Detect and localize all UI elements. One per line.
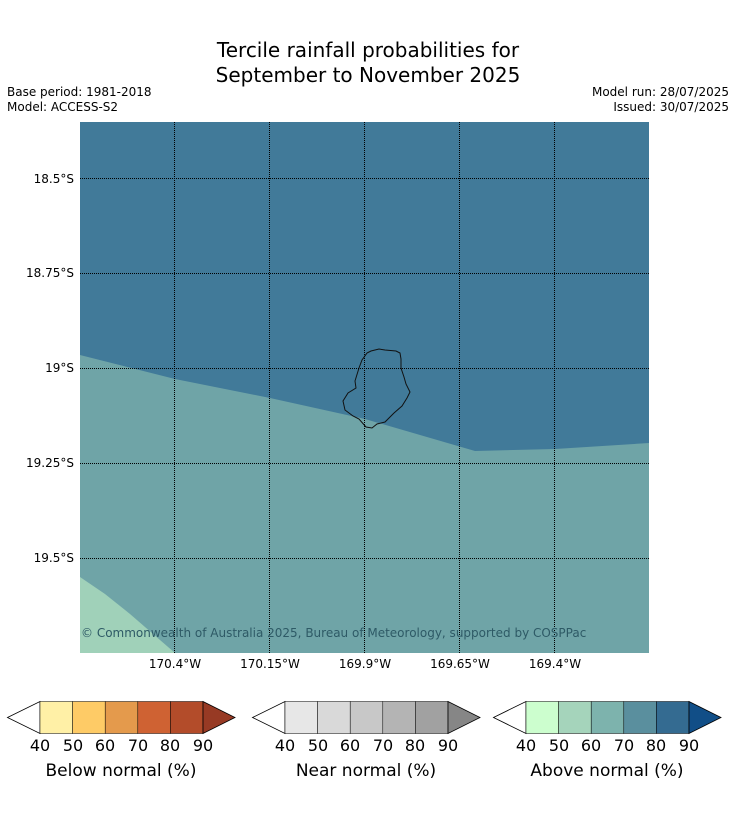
colorbar-high-extend <box>202 700 236 735</box>
colorbar-title: Near normal (%) <box>295 761 437 781</box>
colorbar-swatch <box>525 701 559 734</box>
colorbar-tick: 40 <box>274 736 296 755</box>
colorbar-swatch <box>382 701 416 734</box>
lon-label: 169.9°W <box>338 657 392 671</box>
meta-left: Base period: 1981-2018 Model: ACCESS-S2 <box>7 85 152 115</box>
colorbar-low-extend <box>251 700 286 735</box>
colorbar-tick: 60 <box>94 736 116 755</box>
colorbar-tick: 80 <box>159 736 181 755</box>
lat-label: 19.25°S <box>26 456 74 470</box>
lon-label: 169.4°W <box>528 657 582 671</box>
colorbar-swatch <box>349 701 384 734</box>
map-panel[interactable] <box>80 122 649 653</box>
region-above-normal-50-60 <box>80 577 175 653</box>
map-svg <box>80 122 649 653</box>
colorbar-low-extend <box>6 700 41 735</box>
base-period: Base period: 1981-2018 <box>7 85 152 99</box>
colorbar-low-extend <box>492 700 527 735</box>
colorbar-high-extend <box>688 700 722 735</box>
colorbar-swatch <box>623 701 657 734</box>
colorbar-svg <box>251 700 481 735</box>
colorbar-tick: 80 <box>404 736 426 755</box>
model-run: Model run: 28/07/2025 <box>591 85 729 99</box>
model-name: Model: ACCESS-S2 <box>7 100 119 114</box>
colorbar-tick: 90 <box>437 736 459 755</box>
colorbar-tick: 70 <box>127 736 149 755</box>
copyright-notice: © Commonwealth of Australia 2025, Bureau… <box>81 626 587 640</box>
niue-island-outline <box>342 348 411 429</box>
colorbar-tick: 60 <box>580 736 602 755</box>
colorbar-tick: 90 <box>192 736 214 755</box>
colorbar-tick: 70 <box>613 736 635 755</box>
lat-label: 18.5°S <box>33 172 74 186</box>
colorbar-swatch <box>284 701 318 734</box>
colorbar-tick: 90 <box>678 736 700 755</box>
colorbar-tick: 40 <box>515 736 537 755</box>
colorbar-tick: 80 <box>645 736 667 755</box>
colorbar-near-normal: 40 50 60 70 80 90 Near normal (%) <box>251 700 481 785</box>
lat-label: 19.5°S <box>33 551 74 565</box>
colorbar-swatch <box>170 701 204 734</box>
colorbar-above-normal: 40 50 60 70 80 90 Above normal (%) <box>492 700 722 785</box>
colorbar-svg <box>6 700 236 735</box>
meta-right: Model run: 28/07/2025 Issued: 30/07/2025 <box>592 85 729 115</box>
lat-label: 19°S <box>45 361 74 375</box>
colorbar-tick: 50 <box>307 736 329 755</box>
colorbar-swatch <box>39 701 73 734</box>
colorbar-title: Above normal (%) <box>530 761 684 781</box>
map-gridlines <box>80 122 649 653</box>
title-line-1: Tercile rainfall probabilities for <box>216 38 520 62</box>
issued-date: Issued: 30/07/2025 <box>613 100 729 114</box>
colorbar-tick: 50 <box>62 736 84 755</box>
colorbar-swatch <box>137 701 171 734</box>
colorbar-tick: 70 <box>372 736 394 755</box>
colorbar-high-extend <box>447 700 481 735</box>
map-title: Tercile rainfall probabilities for Septe… <box>0 38 736 88</box>
colorbar-swatch <box>590 701 625 734</box>
colorbar-title: Below normal (%) <box>45 761 197 781</box>
colorbar-svg <box>492 700 722 735</box>
colorbar-tick: 40 <box>29 736 51 755</box>
lat-label: 18.75°S <box>26 266 74 280</box>
colorbar-swatch <box>72 701 106 734</box>
title-line-2: September to November 2025 <box>215 63 521 87</box>
colorbar-tick: 60 <box>339 736 361 755</box>
lon-label: 170.15°W <box>240 657 300 671</box>
colorbar-tick: 50 <box>548 736 570 755</box>
colorbar-swatch <box>415 701 449 734</box>
colorbar-swatch <box>104 701 139 734</box>
colorbar-swatch <box>558 701 592 734</box>
lon-label: 169.65°W <box>430 657 490 671</box>
colorbar-swatch <box>656 701 690 734</box>
colorbar-below-normal: 40 50 60 70 80 90 Below normal (%) <box>6 700 236 785</box>
lon-label: 170.4°W <box>148 657 202 671</box>
colorbar-swatch <box>317 701 351 734</box>
